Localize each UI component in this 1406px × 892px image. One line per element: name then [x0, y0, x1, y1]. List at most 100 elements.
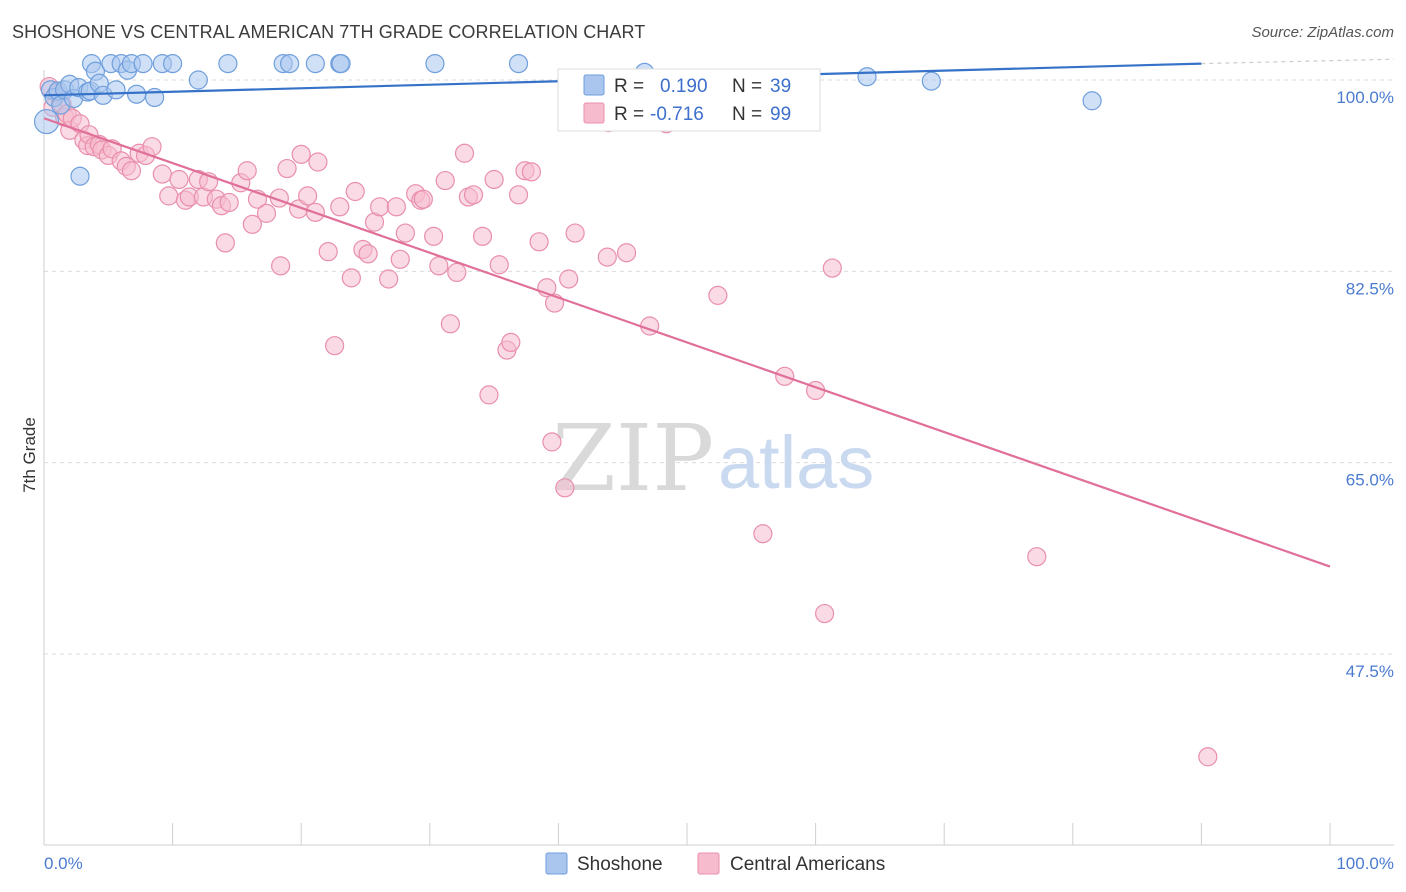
central-americans-point-44 — [291, 144, 311, 164]
shoshone-point-26 — [188, 70, 208, 90]
central-americans-point-90 — [616, 243, 637, 263]
shoshone-point-0 — [33, 108, 60, 135]
central-americans-point-83 — [542, 432, 562, 452]
y-axis-label: 7th Grade — [20, 417, 39, 493]
central-americans-point-98 — [822, 258, 842, 278]
central-americans-point-58 — [386, 197, 406, 217]
shoshone-point-22 — [133, 53, 153, 74]
watermark: ZIP atlas — [552, 405, 874, 512]
legend-n-label-central-americans: N = — [732, 104, 762, 125]
central-americans-point-75 — [489, 255, 509, 275]
central-americans-point-57 — [379, 269, 399, 289]
bottom-legend-label-shoshone: Shoshone — [577, 854, 663, 875]
legend-r-label-central-americans: R = — [614, 104, 644, 125]
central-americans-point-48 — [318, 242, 338, 262]
stats-legend: R = 0.190 N = 39 R = -0.716 N = 99 — [557, 68, 821, 132]
central-americans-point-52 — [345, 181, 365, 202]
x-tick-label-max: 100.0% — [1336, 854, 1394, 873]
central-americans-point-67 — [440, 314, 460, 334]
legend-n-value-central-americans: 99 — [770, 104, 791, 125]
central-americans-point-36 — [237, 161, 257, 181]
shoshone-point-36 — [857, 67, 877, 87]
series-legend: Shoshone Central Americans — [545, 852, 885, 875]
shoshone-point-37 — [921, 71, 941, 91]
legend-r-label-shoshone: R = — [614, 76, 644, 97]
shoshone-point-17 — [106, 80, 126, 100]
central-americans-point-97 — [815, 603, 835, 624]
central-americans-point-65 — [429, 256, 449, 276]
central-americans-point-39 — [256, 203, 277, 223]
x-tick-label-min: 0.0% — [44, 854, 83, 873]
central-americans-point-93 — [708, 285, 728, 305]
watermark-atlas: atlas — [718, 421, 874, 504]
legend-n-value-shoshone: 39 — [770, 76, 791, 97]
bottom-legend-label-central-americans: Central Americans — [730, 854, 885, 875]
y-tick-label-0: 100.0% — [1336, 88, 1394, 107]
shoshone-point-34 — [508, 53, 529, 74]
central-americans-trend-line — [43, 117, 1331, 568]
central-americans-point-66 — [435, 170, 455, 191]
central-americans-point-24 — [159, 186, 179, 206]
legend-swatch-shoshone — [583, 74, 605, 96]
central-americans-point-60 — [395, 223, 415, 243]
central-americans-point-59 — [390, 249, 410, 269]
central-americans-point-42 — [277, 158, 297, 179]
central-americans-point-45 — [298, 186, 318, 206]
central-americans-point-64 — [424, 226, 444, 246]
shoshone-point-27 — [218, 53, 238, 74]
shoshone-point-30 — [305, 53, 325, 74]
central-americans-point-80 — [521, 162, 541, 182]
central-americans-point-23 — [152, 164, 172, 184]
central-americans-point-56 — [370, 197, 390, 217]
central-americans-point-73 — [479, 385, 499, 405]
shoshone-point-25 — [163, 53, 183, 74]
shoshone-point-29 — [280, 53, 300, 74]
central-americans-point-87 — [565, 223, 585, 243]
watermark-zip: ZIP — [552, 405, 714, 512]
y-tick-label-1: 82.5% — [1346, 279, 1394, 298]
y-tick-label-2: 65.0% — [1346, 471, 1394, 490]
central-americans-point-71 — [463, 185, 484, 205]
central-americans-point-49 — [325, 336, 345, 356]
central-americans-point-77 — [501, 332, 521, 352]
shoshone-point-9 — [70, 166, 90, 186]
central-americans-point-34 — [219, 192, 239, 213]
x-tick-marks — [43, 823, 1331, 845]
central-americans-point-63 — [413, 189, 433, 209]
central-americans-point-19 — [121, 161, 142, 181]
central-americans-point-100 — [1198, 747, 1218, 767]
legend-swatch-central-americans — [583, 102, 605, 124]
shoshone-point-21 — [126, 84, 147, 104]
legend-r-value-shoshone: 0.190 — [660, 76, 708, 97]
central-americans-point-33 — [215, 233, 235, 253]
central-americans-point-54 — [358, 244, 378, 264]
shoshone-point-32 — [331, 53, 351, 74]
source-label: Source: ZipAtlas.com — [1251, 24, 1394, 41]
central-americans-point-25 — [169, 169, 189, 190]
bottom-legend-swatch-central-americans — [697, 852, 720, 875]
central-americans-point-99 — [1027, 547, 1047, 567]
legend-r-value-central-americans: -0.716 — [650, 104, 704, 125]
shoshone-trend-extension — [1201, 58, 1395, 65]
central-americans-point-74 — [484, 169, 504, 190]
y-tick-label-3: 47.5% — [1346, 662, 1394, 681]
central-americans-point-78 — [508, 185, 529, 205]
central-americans-point-37 — [242, 214, 262, 234]
central-americans-point-47 — [308, 152, 328, 172]
central-americans-point-81 — [529, 232, 549, 252]
bottom-legend-swatch-shoshone — [545, 852, 568, 875]
central-americans-point-51 — [341, 268, 361, 288]
shoshone-point-33 — [425, 53, 445, 74]
central-americans-point-85 — [555, 478, 575, 498]
central-americans-point-69 — [454, 143, 475, 163]
central-americans-point-41 — [271, 256, 291, 276]
y-tick-labels: 100.0% 82.5% 65.0% 47.5% — [1336, 88, 1394, 681]
central-americans-point-72 — [472, 226, 493, 246]
legend-n-label-shoshone: N = — [732, 76, 762, 97]
central-americans-point-88 — [597, 247, 617, 267]
central-americans-point-68 — [447, 262, 467, 283]
chart-title: SHOSHONE VS CENTRAL AMERICAN 7TH GRADE C… — [12, 22, 646, 42]
central-americans-point-50 — [330, 197, 350, 217]
central-americans-point-94 — [753, 524, 773, 544]
